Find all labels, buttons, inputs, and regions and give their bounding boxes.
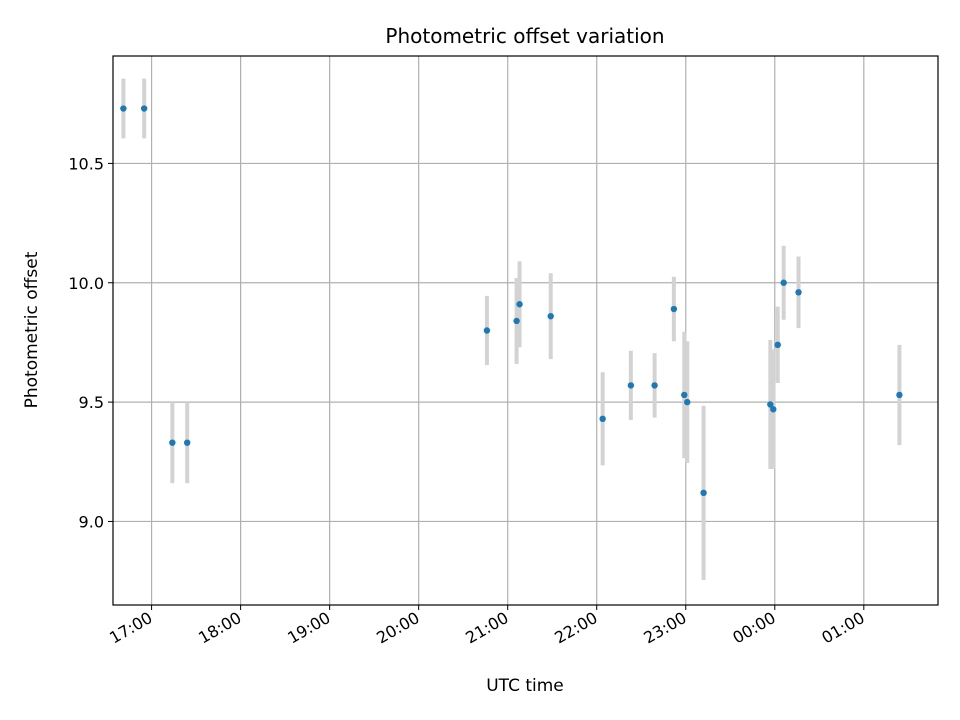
y-tick-label: 10.5 xyxy=(68,154,104,173)
data-points xyxy=(120,105,903,497)
data-point xyxy=(767,401,774,408)
data-point xyxy=(547,312,554,320)
data-point xyxy=(183,439,191,446)
data-point xyxy=(651,382,658,389)
y-axis: 9.0 9.5 10.0 10.5 xyxy=(68,154,113,531)
data-point xyxy=(896,391,903,399)
data-point xyxy=(140,105,148,112)
plot-frame xyxy=(112,55,939,606)
data-point xyxy=(795,289,802,296)
data-point xyxy=(169,439,176,446)
data-point xyxy=(516,301,523,308)
data-point xyxy=(681,391,688,399)
y-tick-label: 9.0 xyxy=(79,512,104,531)
data-point xyxy=(700,489,707,497)
y-tick-label: 9.5 xyxy=(79,393,104,412)
data-point xyxy=(483,327,491,334)
chart-title: Photometric offset variation xyxy=(385,24,664,48)
data-point xyxy=(780,279,787,286)
data-point xyxy=(513,317,520,325)
data-point xyxy=(770,406,777,413)
data-point xyxy=(684,398,691,406)
data-point xyxy=(120,105,127,112)
grid xyxy=(113,56,938,605)
data-point xyxy=(627,382,635,389)
x-axis-title: UTC time xyxy=(486,676,564,696)
data-point xyxy=(599,415,606,423)
y-tick-label: 10.0 xyxy=(68,274,104,293)
data-point xyxy=(774,341,781,349)
y-axis-title: Photometric offset xyxy=(22,251,42,408)
data-point xyxy=(670,305,678,313)
